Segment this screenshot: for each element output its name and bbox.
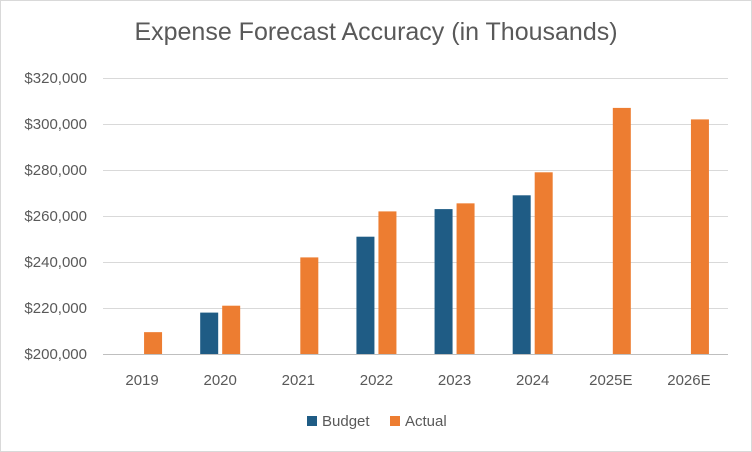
legend-label-actual: Actual <box>405 413 447 430</box>
x-axis-tick-labels: 2019 2020 2021 2022 2023 2024 2025E 2026E <box>125 372 710 389</box>
legend-label-budget: Budget <box>322 413 370 430</box>
bar-budget-2023[interactable] <box>434 209 453 354</box>
gridlines <box>103 78 728 355</box>
y-tick-label: $260,000 <box>24 208 87 225</box>
y-tick-label: $240,000 <box>24 254 87 271</box>
y-tick-label: $220,000 <box>24 300 87 317</box>
bar-budget-2020[interactable] <box>200 312 219 354</box>
y-axis-tick-labels: $200,000 $220,000 $240,000 $260,000 $280,000… <box>24 70 87 363</box>
x-tick-label: 2021 <box>282 372 315 389</box>
bars <box>144 107 709 355</box>
y-tick-label: $320,000 <box>24 70 87 87</box>
x-tick-label: 2026E <box>667 372 710 389</box>
legend-swatch-actual <box>390 416 400 426</box>
x-tick-label: 2020 <box>204 372 237 389</box>
bar-actual-2025e[interactable] <box>612 107 631 355</box>
bar-actual-2024[interactable] <box>534 172 553 354</box>
bar-actual-2021[interactable] <box>300 257 319 354</box>
x-tick-label: 2024 <box>516 372 549 389</box>
legend-item-budget[interactable]: Budget <box>307 413 370 430</box>
legend-swatch-budget <box>307 416 317 426</box>
y-tick-label: $200,000 <box>24 346 87 363</box>
y-tick-label: $300,000 <box>24 116 87 133</box>
bar-actual-2023[interactable] <box>456 203 475 354</box>
chart-title: Expense Forecast Accuracy (in Thousands) <box>134 18 618 46</box>
bar-actual-2020[interactable] <box>222 305 241 354</box>
bar-actual-2019[interactable] <box>144 332 163 354</box>
x-tick-label: 2022 <box>360 372 393 389</box>
legend-item-actual[interactable]: Actual <box>390 413 447 430</box>
legend[interactable]: Budget Actual <box>307 413 447 430</box>
bar-actual-2022[interactable] <box>378 211 397 354</box>
x-tick-label: 2023 <box>438 372 471 389</box>
bar-actual-2026e[interactable] <box>690 119 709 355</box>
x-tick-label: 2019 <box>125 372 158 389</box>
bar-budget-2024[interactable] <box>512 195 531 354</box>
x-tick-label: 2025E <box>589 372 632 389</box>
y-tick-label: $280,000 <box>24 162 87 179</box>
bar-budget-2022[interactable] <box>356 236 375 354</box>
